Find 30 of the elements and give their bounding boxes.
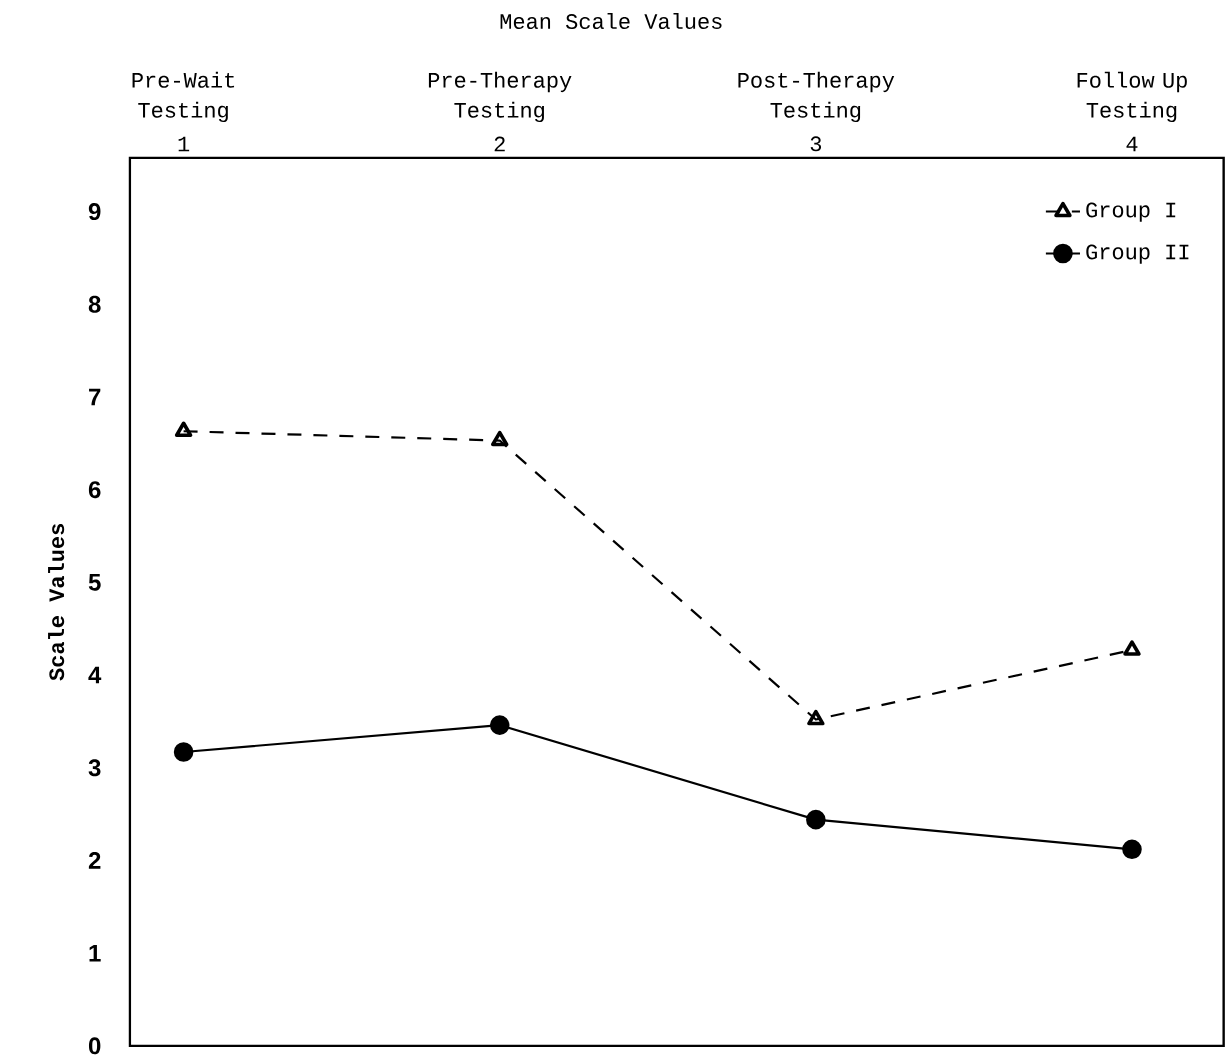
text: Pre-Wait Testing	[132, 71, 235, 123]
y-tick-label: 1	[89, 945, 101, 962]
x-tick-label: 2	[494, 136, 505, 152]
y-axis-title: Scale Values	[48, 524, 65, 681]
x-tick-label: 1	[178, 136, 190, 152]
y-tick-label: 4	[88, 666, 102, 684]
chart-title: Mean Scale Values	[500, 13, 722, 30]
point	[1122, 839, 1142, 860]
point	[807, 709, 825, 726]
point	[489, 715, 510, 736]
y-tick-label: 3	[88, 759, 101, 777]
y-tick-label: 0	[88, 1037, 101, 1055]
y-tick-label: 2	[88, 852, 101, 869]
text: Follow Up Testing	[1077, 71, 1187, 123]
y-tick-label: 5	[88, 574, 101, 591]
point	[491, 430, 509, 447]
point	[173, 742, 194, 762]
point	[806, 810, 826, 830]
point	[1123, 640, 1141, 656]
y-tick-label: 7	[89, 388, 101, 406]
y-tick-label: 6	[88, 481, 101, 499]
point	[174, 421, 193, 438]
x-tick-label: 4	[1126, 136, 1138, 152]
text: Pre-Therapy Testing	[428, 71, 572, 123]
y-tick-label: 9	[88, 203, 101, 221]
x-tick-label: 3	[810, 136, 822, 152]
legend-label: Group II	[1086, 244, 1189, 264]
text: Post-Therapy Testing	[738, 71, 895, 123]
y-tick-label: 8	[88, 295, 101, 313]
legend-label: Group I	[1086, 202, 1176, 222]
